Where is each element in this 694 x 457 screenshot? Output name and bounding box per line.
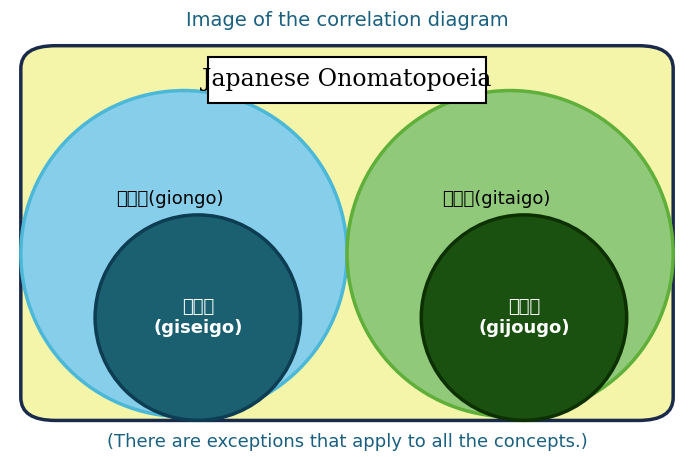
Text: 擬情語
(gijougo): 擬情語 (gijougo) <box>478 298 570 337</box>
Text: Image of the correlation diagram: Image of the correlation diagram <box>186 11 508 30</box>
Text: 擬声語
(giseigo): 擬声語 (giseigo) <box>153 298 242 337</box>
Ellipse shape <box>347 90 673 417</box>
Text: Japanese Onomatopoeia: Japanese Onomatopoeia <box>203 69 491 91</box>
Ellipse shape <box>95 215 301 420</box>
FancyBboxPatch shape <box>21 46 673 420</box>
Ellipse shape <box>21 90 347 417</box>
Text: (There are exceptions that apply to all the concepts.): (There are exceptions that apply to all … <box>107 433 587 452</box>
Text: 擬態語(gitaigo): 擬態語(gitaigo) <box>442 190 550 208</box>
Ellipse shape <box>421 215 627 420</box>
FancyBboxPatch shape <box>208 57 486 103</box>
Text: 擬音語(giongo): 擬音語(giongo) <box>117 190 223 208</box>
